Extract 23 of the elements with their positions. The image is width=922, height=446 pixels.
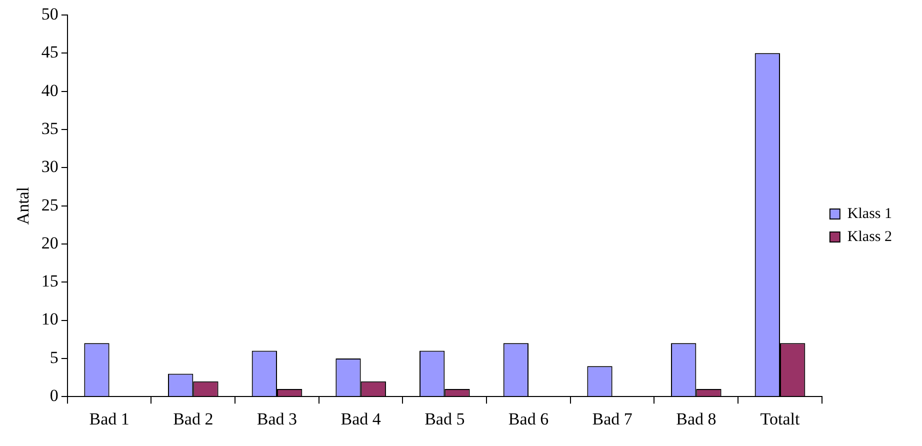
y-tick-label: 0 xyxy=(50,386,58,406)
y-tick-label: 10 xyxy=(41,310,58,329)
x-tick-label: Bad 6 xyxy=(508,409,549,428)
x-tick-label: Bad 1 xyxy=(89,409,130,428)
y-tick-label: 35 xyxy=(41,118,58,138)
x-tick-label: Bad 8 xyxy=(676,409,716,428)
x-tick-label: Totalt xyxy=(760,409,800,428)
legend-label: Klass 2 xyxy=(847,228,892,245)
y-tick-label: 15 xyxy=(41,272,58,291)
y-tick-label: 25 xyxy=(41,195,58,214)
x-tick-label: Bad 7 xyxy=(592,409,633,428)
y-tick-label: 45 xyxy=(41,42,58,62)
y-tick-label: 20 xyxy=(41,233,58,252)
x-tick-label: Bad 5 xyxy=(424,409,465,428)
legend-label: Klass 1 xyxy=(847,206,892,222)
y-tick-label: 50 xyxy=(41,4,58,24)
x-tick-label: Bad 4 xyxy=(340,409,382,428)
y-tick-label: 30 xyxy=(41,157,58,176)
x-tick-label: Bad 2 xyxy=(173,409,214,428)
x-tick-label: Bad 3 xyxy=(256,409,298,428)
y-tick-label: 40 xyxy=(41,80,58,100)
y-axis-title: Antal xyxy=(14,186,33,225)
y-tick-label: 5 xyxy=(50,348,58,367)
